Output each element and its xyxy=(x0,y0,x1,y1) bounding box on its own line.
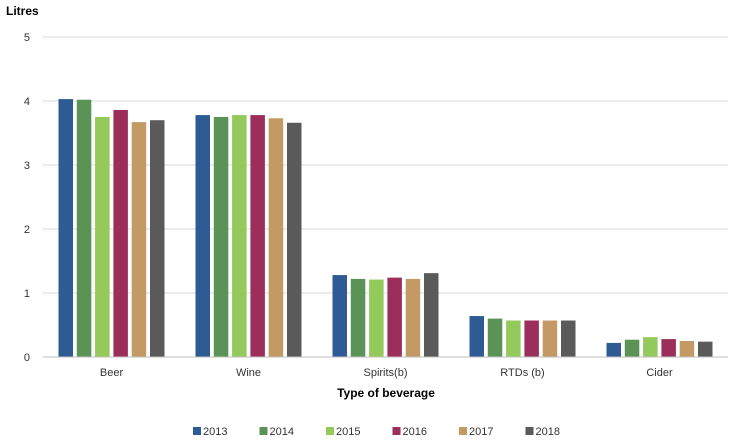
x-tick-label: RTDs (b) xyxy=(500,367,544,379)
bar-2015 xyxy=(506,320,521,357)
y-tick-label: 1 xyxy=(24,288,30,300)
bar-2017 xyxy=(131,122,147,358)
legend-label: 2016 xyxy=(403,426,427,438)
bar-2016 xyxy=(524,320,539,357)
bar-2016 xyxy=(250,115,265,357)
bar-2015 xyxy=(232,115,247,357)
x-tick-label: Wine xyxy=(236,367,261,379)
bar-2013 xyxy=(195,115,210,357)
bar-2014 xyxy=(624,339,640,357)
legend-swatch-2014 xyxy=(259,427,268,435)
y-tick-label: 5 xyxy=(24,32,30,44)
bar-2018 xyxy=(561,320,576,357)
legend-label: 2018 xyxy=(536,426,560,438)
bar-2013 xyxy=(469,316,484,357)
legend-swatch-2013 xyxy=(193,427,201,435)
bar-2018 xyxy=(287,122,302,357)
legend-label: 2017 xyxy=(469,426,493,438)
legend-swatch-2018 xyxy=(525,427,534,435)
legend-swatch-2016 xyxy=(392,427,401,435)
y-axis-label: Litres xyxy=(6,4,39,18)
x-tick-label: Beer xyxy=(100,367,124,379)
legend-swatch-2017 xyxy=(459,427,467,435)
bar-2013 xyxy=(332,275,347,357)
bar-2017 xyxy=(679,341,695,357)
y-axis-ticks: 0 1 2 3 4 5 xyxy=(24,32,30,364)
bar-2018 xyxy=(150,120,165,357)
bar-2018 xyxy=(424,273,439,357)
bar-2017 xyxy=(405,278,421,357)
bar-2017 xyxy=(268,118,284,357)
bar-2016 xyxy=(387,277,402,357)
bar-2013 xyxy=(606,342,621,357)
bar-2015 xyxy=(643,337,658,357)
y-tick-label: 2 xyxy=(24,224,30,236)
bar-2016 xyxy=(661,339,676,357)
x-axis-ticks: Beer Wine Spirits(b) RTDs (b) Cider xyxy=(100,367,673,379)
bar-2016 xyxy=(113,109,128,358)
bars xyxy=(58,99,713,358)
x-axis-label: Type of beverage xyxy=(337,386,435,400)
bar-2014 xyxy=(487,318,503,357)
bar-2014 xyxy=(350,278,366,357)
bar-2015 xyxy=(369,279,384,357)
y-tick-label: 0 xyxy=(24,352,30,364)
legend-label: 2013 xyxy=(203,426,227,438)
y-tick-label: 4 xyxy=(24,96,30,108)
y-tick-label: 3 xyxy=(24,160,30,172)
x-tick-label: Cider xyxy=(646,367,673,379)
legend-swatch-2015 xyxy=(326,427,334,435)
legend-label: 2015 xyxy=(336,426,360,438)
bar-2013 xyxy=(58,99,73,357)
legend: 2013 2014 2015 2016 2017 2018 xyxy=(193,426,560,438)
bar-2018 xyxy=(698,341,713,357)
legend-label: 2014 xyxy=(270,426,294,438)
bar-2015 xyxy=(95,117,110,357)
bar-2014 xyxy=(213,117,229,357)
x-tick-label: Spirits(b) xyxy=(363,367,407,379)
bar-2014 xyxy=(76,99,92,357)
bar-2017 xyxy=(542,320,558,357)
